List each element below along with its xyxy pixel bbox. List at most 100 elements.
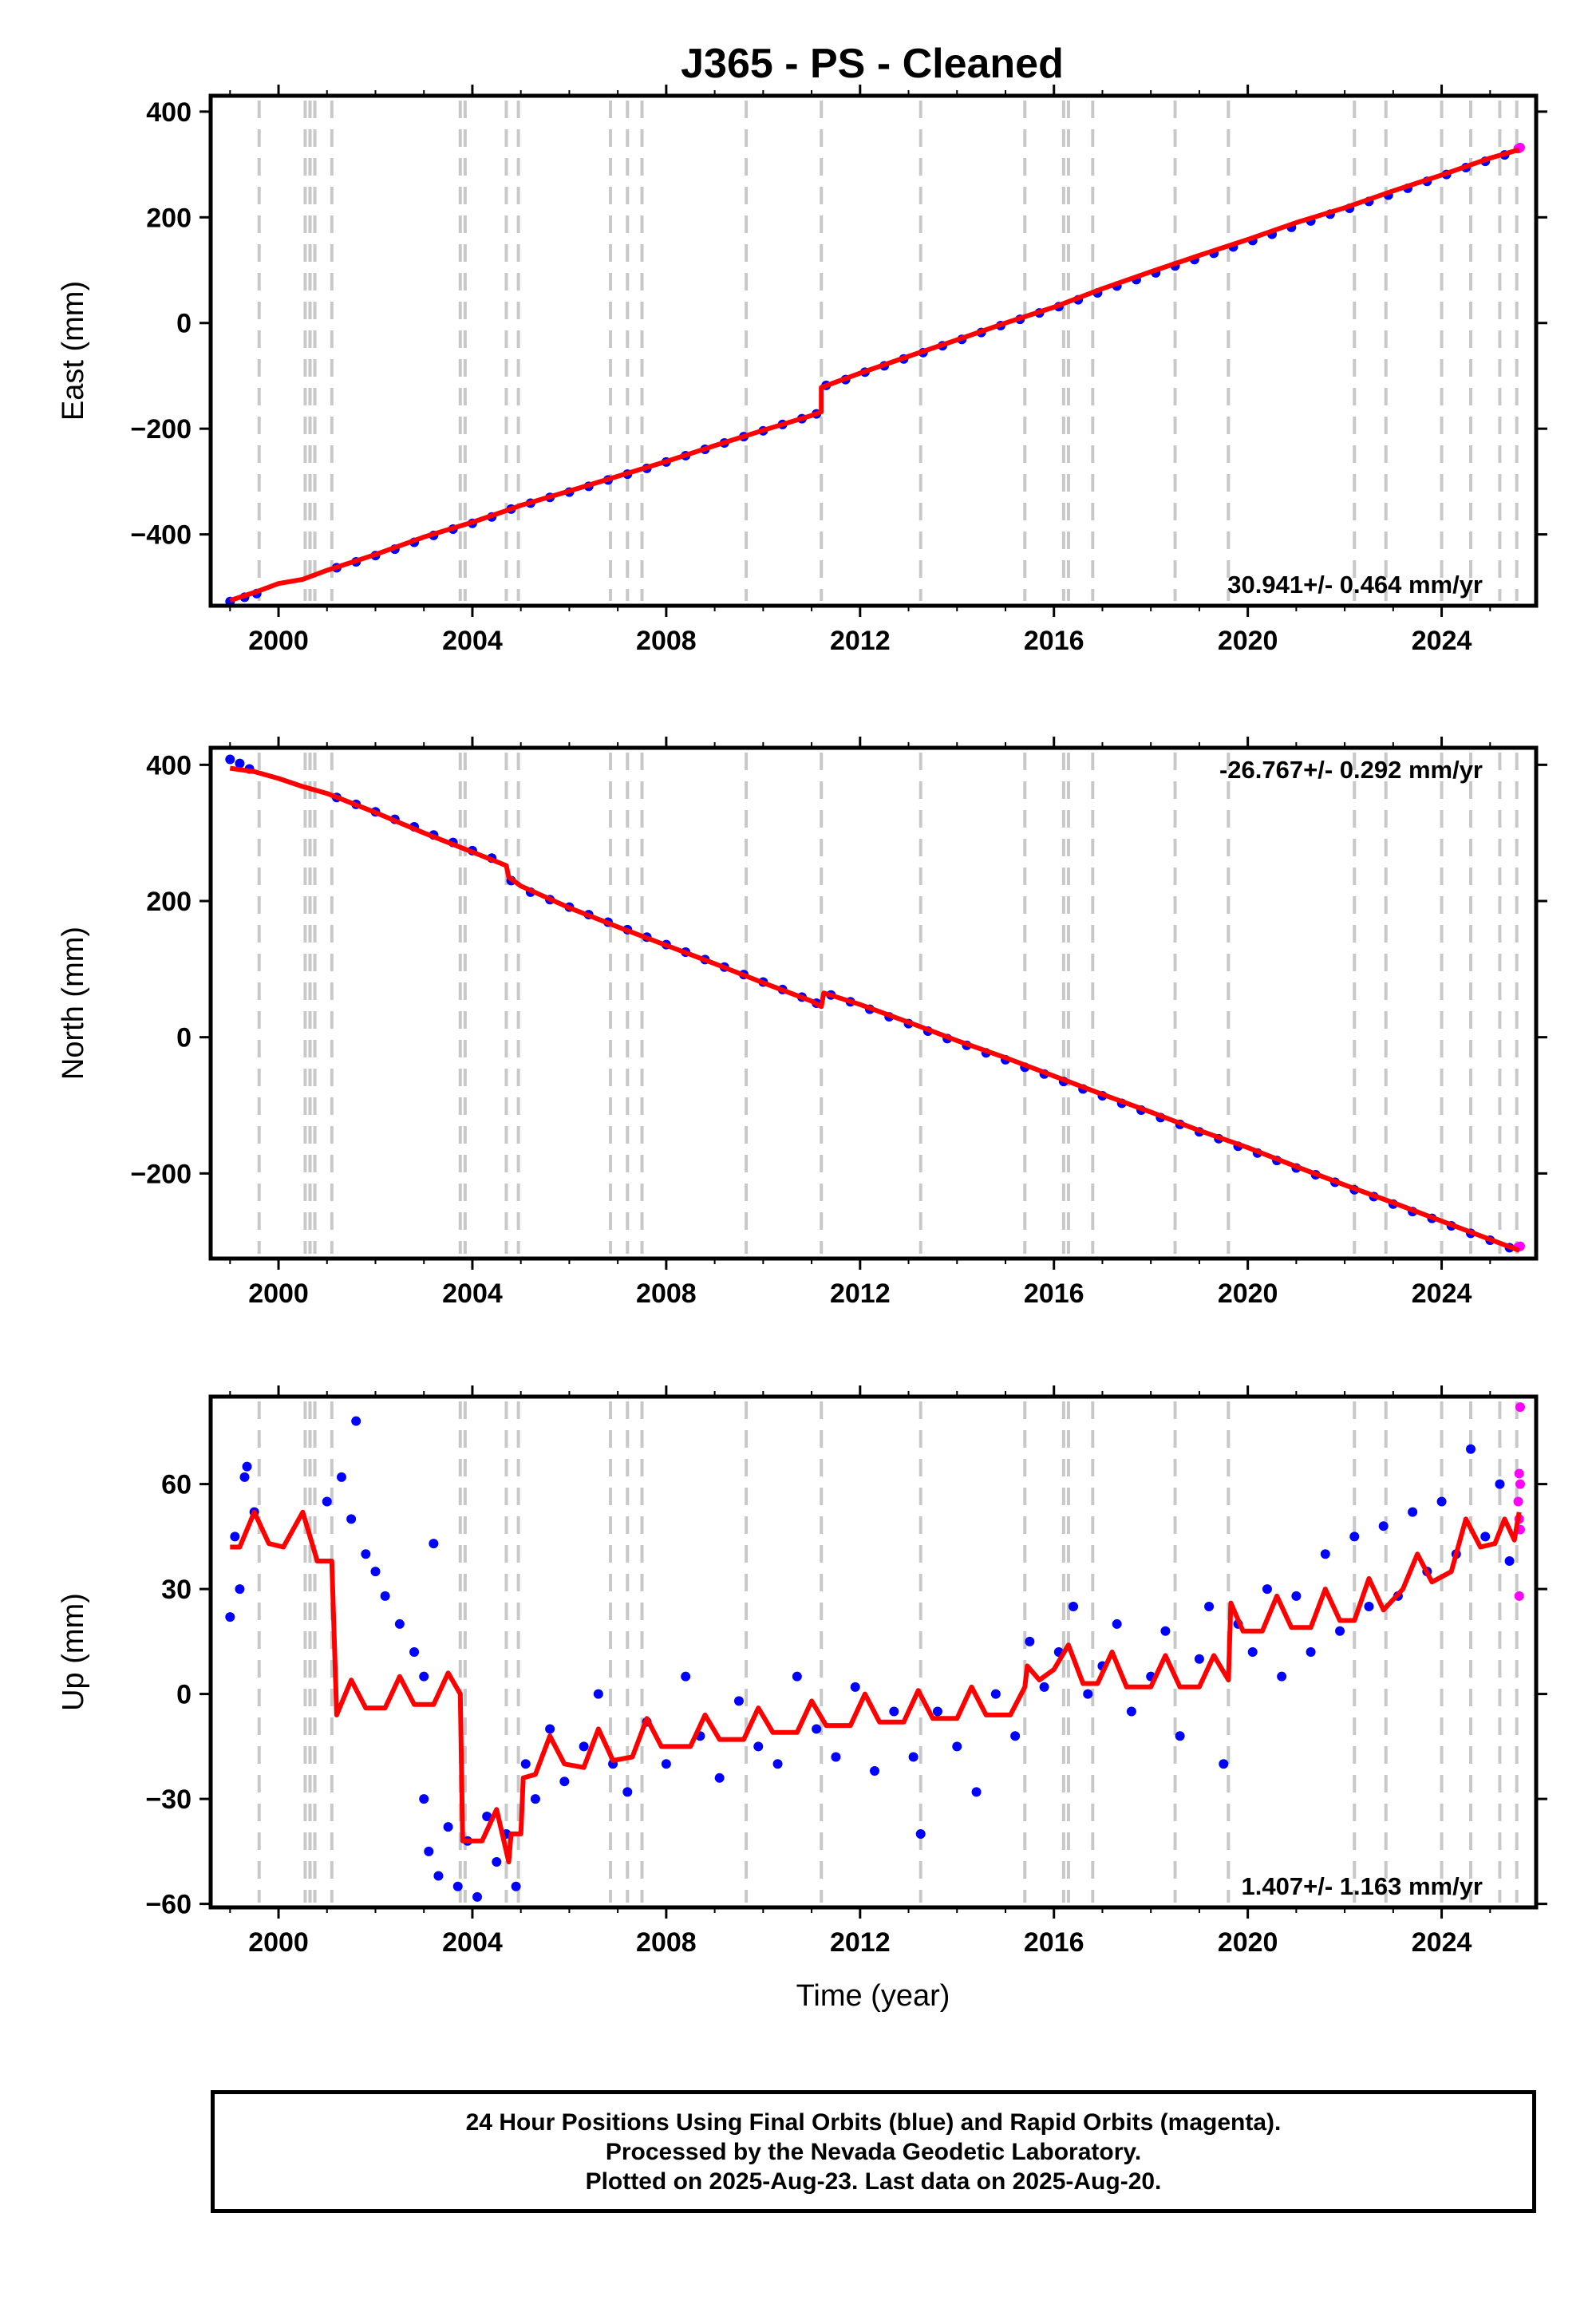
x-tick-label: 2024: [1412, 626, 1472, 656]
final-orbit-point: [850, 1682, 860, 1692]
final-orbit-point: [1320, 1549, 1330, 1559]
final-orbit-point: [351, 1416, 361, 1426]
footer-line-plotted: Plotted on 2025-Aug-23. Last data on 202…: [585, 2168, 1162, 2195]
final-orbit-point: [1247, 1647, 1258, 1657]
final-orbit-point: [419, 1794, 429, 1804]
final-orbit-point: [443, 1822, 453, 1832]
plot-frame: [208, 93, 1539, 608]
final-orbit-point: [1480, 1531, 1491, 1542]
final-orbit-point: [1039, 1682, 1049, 1692]
x-tick-label: 2016: [1024, 626, 1084, 656]
y-tick-label: −60: [145, 1890, 192, 1920]
final-orbit-point: [380, 1591, 390, 1601]
final-orbit-point: [908, 1752, 918, 1762]
x-tick-label: 2008: [636, 1927, 697, 1958]
x-tick-label: 2024: [1412, 1279, 1472, 1309]
model-line: [230, 1509, 1522, 1864]
final-orbit-point: [1126, 1706, 1136, 1717]
y-tick-label: 0: [176, 1023, 192, 1053]
model-line: [229, 147, 1520, 603]
final-orbit-point: [370, 1567, 381, 1577]
x-tick-label: 2016: [1024, 1279, 1084, 1309]
final-orbit-point: [225, 754, 235, 765]
x-tick-label: 2004: [442, 1279, 503, 1309]
x-tick-label: 2012: [830, 626, 891, 656]
x-tick-label: 2004: [442, 1927, 503, 1958]
final-orbit-point: [242, 1461, 252, 1472]
final-orbit-point: [593, 1689, 603, 1699]
final-orbit-point: [1175, 1731, 1185, 1741]
final-orbit-point: [1204, 1602, 1215, 1612]
x-axis-title: Time (year): [796, 1979, 950, 2013]
final-orbit-point: [424, 1846, 434, 1856]
final-orbit-point: [971, 1787, 982, 1797]
final-orbit-point: [230, 1531, 240, 1542]
y-tick-label: 0: [176, 309, 192, 339]
panel-up: −60 −30 0 30 60 2000 2004 2008 2012 2016 2020 2024 U…: [57, 1385, 1547, 1958]
final-orbit-point: [1112, 1618, 1122, 1629]
final-orbit-point: [1160, 1626, 1171, 1636]
x-tick-label: 2004: [442, 626, 503, 656]
final-orbit-point: [661, 1759, 671, 1769]
final-orbit-point: [336, 1472, 346, 1482]
rapid-orbit-point: [1514, 1468, 1524, 1479]
y-axis-title: East (mm): [57, 281, 90, 421]
rate-label: 1.407+/- 1.163 mm/yr: [1242, 1872, 1483, 1900]
final-orbit-point: [1219, 1759, 1229, 1769]
y-tick-label: 400: [146, 97, 192, 128]
final-orbit-point: [990, 1689, 1001, 1699]
final-orbit-point: [733, 1696, 744, 1706]
final-orbit-point: [772, 1759, 783, 1769]
final-orbit-point: [1364, 1602, 1374, 1612]
final-orbit-point: [225, 1612, 235, 1622]
final-orbit-point: [235, 758, 245, 769]
final-orbit-point: [952, 1741, 962, 1752]
footer-line-processed: Processed by the Nevada Geodetic Laborat…: [605, 2138, 1142, 2165]
final-orbit-point: [792, 1671, 802, 1682]
final-orbit-point: [1495, 1479, 1505, 1489]
rapid-orbit-point: [1514, 1591, 1524, 1601]
rapid-orbit-point: [1515, 1402, 1525, 1413]
x-tick-label: 2012: [830, 1279, 891, 1309]
final-orbit-point: [1378, 1521, 1389, 1531]
final-orbit-point: [452, 1881, 463, 1891]
y-tick-label: 200: [146, 203, 192, 233]
final-orbit-point: [235, 1584, 245, 1595]
final-orbit-point: [239, 1472, 250, 1482]
y-tick-label: −200: [130, 414, 192, 445]
final-orbit-point: [1277, 1671, 1287, 1682]
rapid-orbit-point: [1515, 1479, 1525, 1489]
final-orbit-point: [1349, 1531, 1360, 1542]
final-orbit-point: [559, 1777, 570, 1787]
rate-label: 30.941+/- 0.464 mm/yr: [1227, 571, 1483, 599]
final-orbit-point: [1262, 1584, 1272, 1595]
final-orbit-point: [812, 1724, 822, 1734]
final-orbit-point: [1335, 1626, 1345, 1636]
x-tick-label: 2008: [636, 1279, 697, 1309]
final-orbit-point: [1436, 1496, 1447, 1507]
final-orbit-point: [1466, 1444, 1476, 1454]
y-tick-label: −400: [130, 520, 192, 551]
rate-label: -26.767+/- 0.292 mm/yr: [1219, 756, 1483, 784]
final-orbit-point: [1194, 1654, 1204, 1664]
final-orbit-point: [511, 1881, 521, 1891]
x-tick-label: 2024: [1412, 1927, 1472, 1958]
final-orbit-point: [419, 1671, 429, 1682]
x-tick-label: 2020: [1218, 1279, 1278, 1309]
final-orbit-point: [346, 1514, 357, 1524]
y-tick-label: −200: [130, 1159, 192, 1189]
final-orbit-point: [1306, 1647, 1316, 1657]
final-orbit-point: [1291, 1591, 1302, 1601]
x-tick-label: 2000: [248, 1927, 309, 1958]
final-orbit-point: [1010, 1731, 1021, 1741]
y-tick-label: 30: [161, 1575, 192, 1605]
final-orbit-point: [870, 1766, 880, 1777]
final-orbit-point: [1083, 1689, 1093, 1699]
model-line: [229, 765, 1520, 1253]
final-orbit-point: [932, 1706, 942, 1717]
final-orbit-point: [714, 1773, 725, 1783]
final-orbit-point: [1025, 1636, 1035, 1646]
final-orbit-point: [545, 1724, 555, 1734]
final-orbit-point: [915, 1828, 926, 1839]
